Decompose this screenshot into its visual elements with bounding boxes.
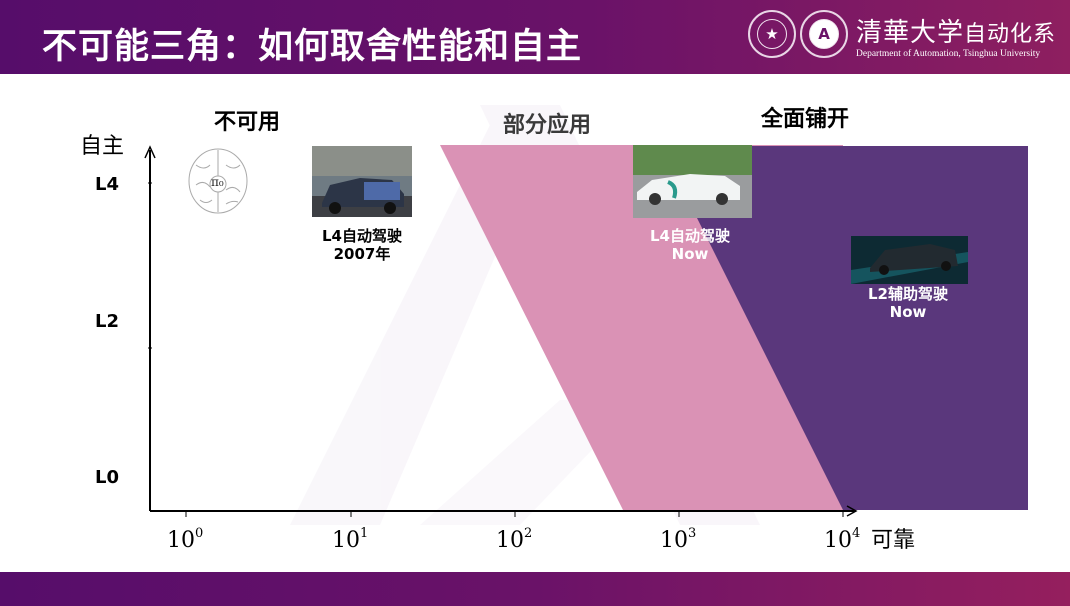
x-tick-1e3: 103 bbox=[660, 526, 697, 553]
caption-line1: L4自动驾驶 bbox=[650, 227, 730, 245]
brain-icon bbox=[188, 148, 248, 214]
x-axis-label: 可靠 bbox=[871, 528, 916, 553]
x-tick-1e2: 102 bbox=[496, 526, 533, 553]
robotaxi-photo bbox=[633, 145, 752, 218]
caption-line2: 2007年 bbox=[333, 245, 391, 263]
region-label-partial: 部分应用 bbox=[503, 113, 592, 138]
header-bar: 不可能三角：如何取舍性能和自主 ★ A 清華大学自动化系 Department … bbox=[0, 0, 1070, 74]
university-name: 清華大学 bbox=[856, 18, 965, 48]
department-name: 自动化系 bbox=[964, 22, 1057, 47]
page-title: 不可能三角：如何取舍性能和自主 bbox=[42, 27, 583, 67]
region-label-unusable: 不可用 bbox=[214, 110, 281, 135]
region-label-full: 全面铺开 bbox=[761, 107, 850, 132]
caption-line2: Now bbox=[889, 303, 927, 321]
footer-bar bbox=[0, 572, 1070, 606]
x-tick-1e4: 104 bbox=[824, 526, 861, 553]
suv-2007-photo bbox=[312, 146, 412, 217]
caption-now-l4: L4自动驾驶 Now bbox=[630, 227, 750, 263]
suv-l2-photo bbox=[851, 236, 968, 284]
automation-dept-logo: A bbox=[800, 10, 848, 58]
pi-zero-glyph: π₀ bbox=[211, 175, 224, 189]
y-tick-l2: L2 bbox=[95, 311, 119, 332]
caption-2007-l4: L4自动驾驶 2007年 bbox=[302, 227, 422, 263]
y-axis-label: 自主 bbox=[80, 134, 125, 159]
brand-english: Department of Automation, Tsinghua Unive… bbox=[856, 49, 1041, 59]
caption-now-l2: L2辅助驾驶 Now bbox=[848, 285, 968, 321]
letter-a-icon: A bbox=[809, 19, 839, 49]
y-tick-l0: L0 bbox=[95, 467, 119, 488]
x-tick-1e0: 100 bbox=[167, 526, 204, 553]
x-tick-1e1: 101 bbox=[332, 526, 369, 553]
caption-line1: L4自动驾驶 bbox=[322, 227, 402, 245]
caption-line2: Now bbox=[671, 245, 709, 263]
brand-name: 清華大学自动化系 bbox=[856, 12, 1056, 49]
y-tick-l4: L4 bbox=[95, 174, 119, 195]
y-axis-arrow-icon bbox=[144, 145, 156, 159]
tsinghua-seal-logo: ★ bbox=[748, 10, 796, 58]
star-icon: ★ bbox=[757, 19, 787, 49]
x-axis-arrow-icon bbox=[846, 505, 858, 517]
caption-line1: L2辅助驾驶 bbox=[868, 285, 948, 303]
